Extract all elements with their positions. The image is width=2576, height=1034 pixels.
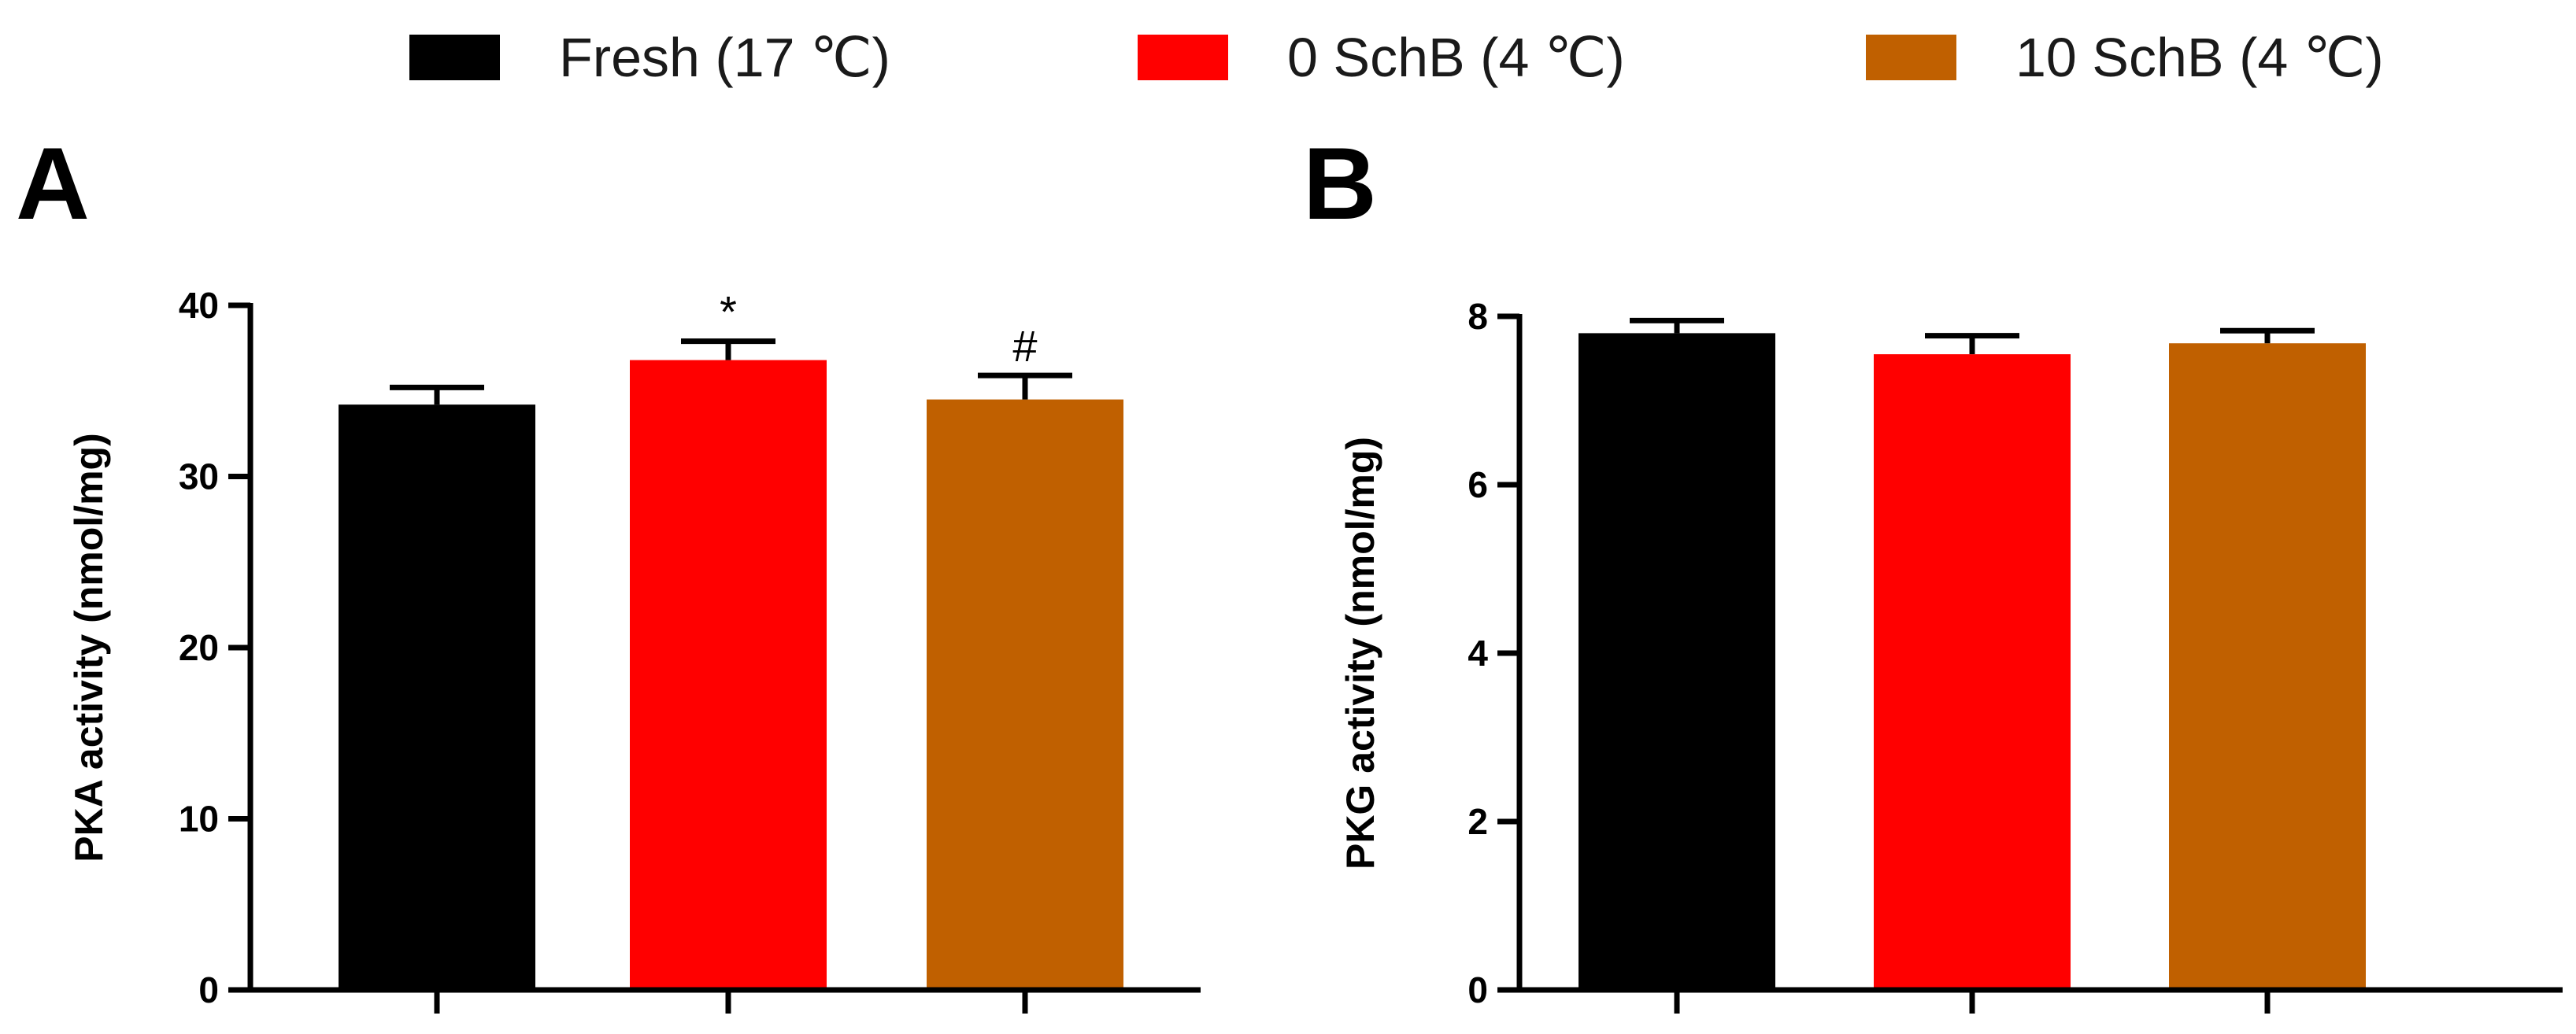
panel-letter-a: A	[16, 126, 90, 241]
y-tick-label-a-10: 10	[179, 799, 219, 840]
chart-panel-a: A * #0 10 20 30 40 PKA activity (nmol/mg)	[16, 126, 1201, 1014]
bar-b-2	[1874, 354, 2071, 990]
legend-swatch-fresh	[409, 35, 500, 80]
legend-item-fresh: Fresh (17 ℃)	[409, 22, 890, 93]
bar-a-1	[339, 404, 535, 990]
y-tick-label-b-4: 4	[1468, 633, 1488, 674]
legend-item-10-schb: 10 SchB (4 ℃)	[1866, 22, 2384, 93]
y-tick-label-a-30: 30	[179, 456, 219, 497]
panel-letter-b: B	[1303, 126, 1377, 241]
legend-label-0-schb: 0 SchB (4 ℃)	[1287, 27, 1625, 88]
legend: Fresh (17 ℃) 0 SchB (4 ℃) 10 SchB (4 ℃)	[0, 0, 2576, 118]
legend-swatch-10-schb	[1866, 35, 1956, 80]
significance-mark-a-3: #	[1012, 321, 1037, 371]
y-tick-label-b-0: 0	[1468, 969, 1488, 1010]
y-tick-label-a-0: 0	[198, 969, 219, 1010]
bar-b-3	[2169, 343, 2366, 990]
legend-label-fresh: Fresh (17 ℃)	[559, 27, 890, 88]
y-axis-label-b: PKG activity (nmol/mg)	[1338, 437, 1382, 870]
bar-a-2	[630, 360, 827, 991]
legend-label-10-schb: 10 SchB (4 ℃)	[2015, 27, 2384, 88]
chart-panel-b: B 0 2 4 6 8 PKG activity (nmol/mg)	[1303, 126, 2563, 1014]
y-tick-label-b-8: 8	[1468, 296, 1488, 337]
legend-swatch-0-schb	[1138, 35, 1228, 80]
legend-item-0-schb: 0 SchB (4 ℃)	[1138, 22, 1625, 93]
y-axis-label-a: PKA activity (nmol/mg)	[67, 433, 111, 862]
y-tick-label-a-20: 20	[179, 627, 219, 668]
bar-b-1	[1579, 333, 1775, 990]
y-tick-label-b-6: 6	[1468, 464, 1488, 505]
y-tick-label-b-2: 2	[1468, 801, 1488, 842]
bar-a-3	[927, 399, 1123, 990]
significance-mark-a-2: *	[720, 287, 737, 337]
y-tick-label-a-40: 40	[179, 285, 219, 326]
